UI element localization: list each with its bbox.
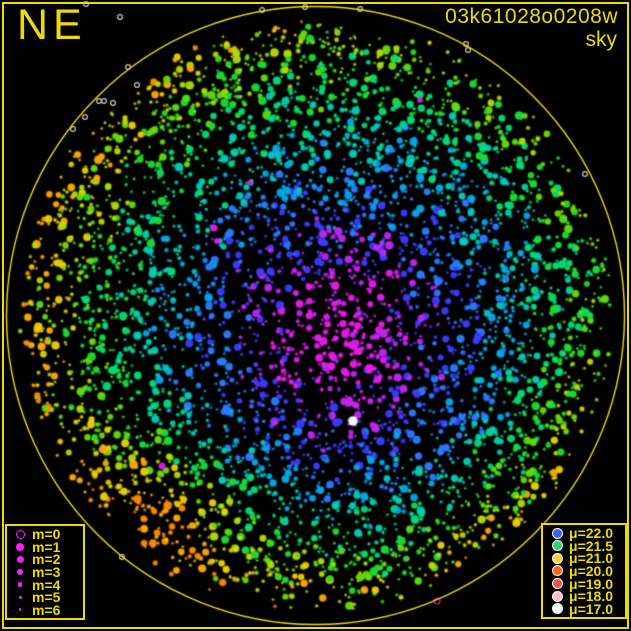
plot-title: 03k61028o0208w (445, 5, 618, 28)
magnitude-legend-row: m=5 (8, 589, 83, 606)
plot-subtitle: sky (585, 28, 618, 51)
mu-symbol (545, 540, 569, 552)
mu-label: μ=21.0 (569, 550, 613, 567)
mu-symbol (545, 578, 569, 590)
color-dot-icon (551, 540, 563, 552)
magnitude-symbol (8, 542, 32, 551)
magnitude-legend-row: m=3 (8, 563, 83, 580)
color-dot-icon (551, 578, 563, 590)
open-circle-icon (15, 529, 25, 539)
filled-dot-icon (19, 607, 21, 612)
color-dot-icon (551, 527, 563, 539)
color-dot-icon (551, 590, 563, 602)
magnitude-label: m=3 (32, 563, 61, 580)
mu-symbol (545, 603, 569, 615)
magnitude-legend-row: m=4 (8, 576, 83, 593)
magnitude-legend-row: m=2 (8, 551, 83, 568)
mu-legend-row: μ=20.0 (545, 562, 625, 579)
magnitude-label: m=0 (32, 526, 61, 543)
mu-label: μ=17.0 (569, 600, 613, 617)
filled-dot-icon (16, 542, 24, 551)
mu-label: μ=21.5 (569, 537, 613, 554)
magnitude-legend-row: m=1 (8, 538, 83, 555)
mu-label: μ=20.0 (569, 562, 613, 579)
mu-symbol (545, 552, 569, 564)
mu-symbol (545, 565, 569, 577)
magnitude-label: m=2 (32, 551, 61, 568)
filled-dot-icon (16, 555, 24, 563)
magnitude-label: m=1 (32, 538, 61, 555)
mu-symbol (545, 527, 569, 539)
orientation-label: NE (17, 1, 87, 49)
magnitude-symbol (8, 529, 32, 539)
magnitude-label: m=6 (32, 601, 61, 618)
magnitude-legend: m=0 m=1 m=2 m=3 m=4 m=5 m=6 (5, 523, 85, 620)
magnitude-legend-row: m=6 (8, 601, 83, 618)
magnitude-legend-row: m=0 (8, 526, 83, 543)
magnitude-symbol (8, 595, 32, 599)
mu-legend-row: μ=21.5 (545, 537, 625, 554)
mu-legend-row: μ=18.0 (545, 588, 625, 605)
mu-symbol (545, 590, 569, 602)
mu-label: μ=19.0 (569, 575, 613, 592)
surface-brightness-legend: μ=22.0 μ=21.5 μ=21.0 μ=20.0 μ=19.0 μ=18.0 μ=17… (541, 522, 627, 619)
magnitude-label: m=4 (32, 576, 61, 593)
filled-dot-icon (17, 582, 23, 587)
filled-dot-icon (17, 568, 23, 575)
mu-label: μ=22.0 (569, 525, 613, 542)
color-dot-icon (551, 552, 563, 564)
mu-legend-row: μ=19.0 (545, 575, 625, 592)
filled-dot-icon (18, 595, 22, 599)
magnitude-label: m=5 (32, 589, 61, 606)
magnitude-symbol (8, 555, 32, 563)
mu-label: μ=18.0 (569, 588, 613, 605)
color-dot-icon (551, 565, 563, 577)
mu-legend-row: μ=22.0 (545, 525, 625, 542)
mu-legend-row: μ=21.0 (545, 550, 625, 567)
magnitude-symbol (8, 582, 32, 587)
mu-legend-row: μ=17.0 (545, 600, 625, 617)
magnitude-symbol (8, 568, 32, 575)
color-dot-icon (551, 603, 563, 615)
magnitude-symbol (8, 607, 32, 612)
